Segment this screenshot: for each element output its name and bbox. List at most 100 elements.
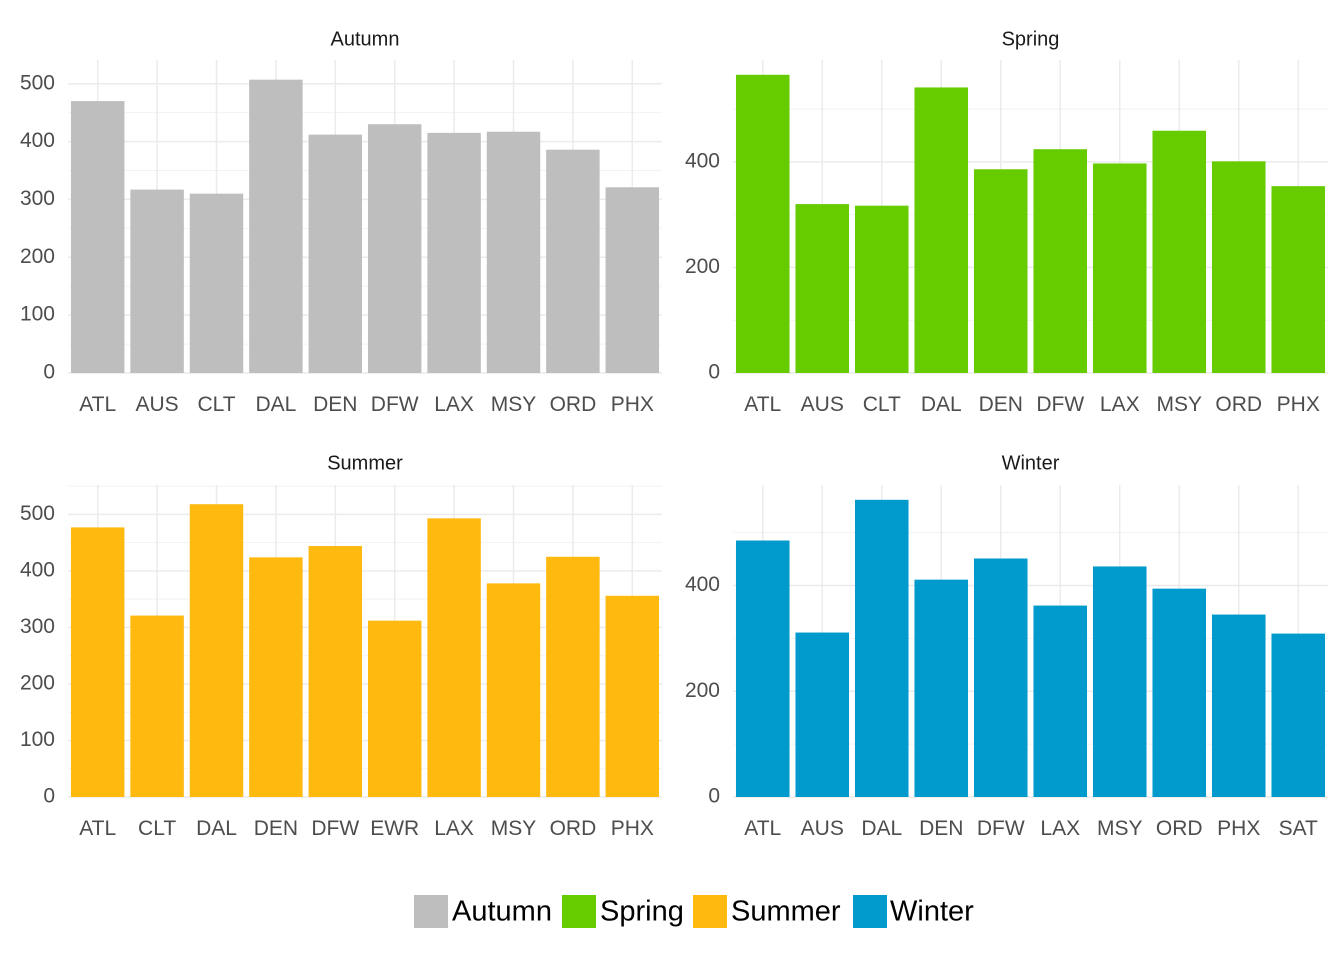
x-tick-label: LAX xyxy=(434,817,474,840)
bar-ord xyxy=(546,556,600,797)
bar-ewr xyxy=(367,620,422,797)
x-tick-label: PHX xyxy=(611,393,654,416)
panel-title: Winter xyxy=(1002,452,1060,474)
x-tick-label: ATL xyxy=(744,817,781,840)
x-tick-label: DAL xyxy=(196,817,237,840)
x-tick-label: DAL xyxy=(255,393,296,416)
x-tick-label: DEN xyxy=(313,393,357,416)
bar-aus xyxy=(795,632,850,797)
y-tick-label: 200 xyxy=(20,672,55,695)
bar-den xyxy=(308,134,363,373)
x-tick-label: AUS xyxy=(801,393,844,416)
y-tick-label: 400 xyxy=(20,129,55,152)
x-tick-label: PHX xyxy=(1277,393,1320,416)
bar-atl xyxy=(70,101,125,373)
bar-lax xyxy=(1092,163,1147,373)
bar-aus xyxy=(795,204,850,373)
y-tick-label: 0 xyxy=(43,361,55,384)
bar-atl xyxy=(70,527,125,797)
x-tick-label: ATL xyxy=(79,817,116,840)
bar-phx xyxy=(1271,186,1326,373)
bar-msy xyxy=(1152,130,1207,373)
bar-lax xyxy=(1033,605,1088,797)
bar-den xyxy=(249,557,303,797)
x-tick-label: SAT xyxy=(1279,817,1318,840)
legend-key-summer xyxy=(693,895,727,928)
bar-lax xyxy=(427,132,481,373)
x-tick-label: DEN xyxy=(979,393,1023,416)
legend-key-autumn xyxy=(414,895,448,928)
y-tick-label: 300 xyxy=(20,615,55,638)
panel-title: Summer xyxy=(327,452,403,474)
x-tick-label: DFW xyxy=(1036,393,1084,416)
panel-title: Autumn xyxy=(331,28,400,50)
x-tick-label: DEN xyxy=(919,817,963,840)
legend-key-spring xyxy=(562,895,596,928)
bar-den xyxy=(973,169,1028,373)
x-tick-label: AUS xyxy=(801,817,844,840)
bar-sat xyxy=(1271,633,1326,797)
bar-lax xyxy=(427,518,481,797)
y-tick-label: 200 xyxy=(20,245,55,268)
panel-2: Summer 0 100 200 300 400 500 ATL CLT DAL DEN DFW EWR… xyxy=(20,452,662,840)
legend-label: Autumn xyxy=(452,896,552,928)
bar-dfw xyxy=(1033,149,1088,373)
y-tick-label: 300 xyxy=(20,187,55,210)
x-tick-label: MSY xyxy=(1156,393,1202,416)
bar-dal xyxy=(854,499,909,797)
bar-phx xyxy=(605,187,660,373)
bar-msy xyxy=(486,583,541,797)
x-tick-label: PHX xyxy=(611,817,654,840)
bar-ord xyxy=(546,149,600,373)
y-tick-label: 0 xyxy=(708,361,720,384)
x-tick-label: AUS xyxy=(136,393,179,416)
x-tick-label: ORD xyxy=(550,817,597,840)
y-tick-label: 200 xyxy=(685,679,720,702)
bar-dal xyxy=(914,87,969,374)
legend-key-winter xyxy=(853,895,887,928)
x-tick-label: ORD xyxy=(550,393,597,416)
bar-msy xyxy=(1092,566,1147,797)
bar-den xyxy=(914,579,969,797)
x-tick-label: EWR xyxy=(370,817,419,840)
y-tick-label: 400 xyxy=(20,558,55,581)
bar-dfw xyxy=(308,546,363,797)
x-tick-label: ATL xyxy=(79,393,116,416)
y-tick-label: 400 xyxy=(685,573,720,596)
x-tick-label: DFW xyxy=(977,817,1025,840)
x-tick-label: PHX xyxy=(1217,817,1260,840)
bar-clt xyxy=(854,205,909,373)
x-tick-label: ORD xyxy=(1156,817,1203,840)
x-tick-label: ATL xyxy=(744,393,781,416)
bar-ord xyxy=(1211,161,1266,373)
x-tick-label: LAX xyxy=(1100,393,1140,416)
x-tick-label: LAX xyxy=(434,393,474,416)
y-tick-label: 0 xyxy=(43,785,55,808)
bar-dal xyxy=(249,79,303,373)
panel-3: Winter 0 200 400 ATL AUS DAL DEN DFW LAX MSY ORD PHX… xyxy=(685,452,1328,840)
legend: Autumn Spring Summer Winter xyxy=(414,895,974,928)
y-tick-label: 100 xyxy=(20,303,55,326)
x-tick-label: ORD xyxy=(1215,393,1262,416)
x-tick-label: DFW xyxy=(371,393,419,416)
bar-ord xyxy=(1152,588,1207,797)
panel-0: Autumn 0 100 200 300 400 500 ATL AUS CLT DAL DEN DFW… xyxy=(20,28,662,416)
bar-clt xyxy=(189,193,244,373)
x-tick-label: DEN xyxy=(254,817,298,840)
bar-dfw xyxy=(367,124,422,373)
x-tick-label: DAL xyxy=(921,393,962,416)
x-tick-label: DFW xyxy=(311,817,359,840)
x-tick-label: CLT xyxy=(138,817,176,840)
y-tick-label: 400 xyxy=(685,149,720,172)
y-tick-label: 200 xyxy=(685,255,720,278)
bar-aus xyxy=(130,189,184,373)
x-tick-label: MSY xyxy=(491,393,537,416)
panel-1: Spring 0 200 400 ATL AUS CLT DAL DEN DFW LAX MSY ORD… xyxy=(685,28,1328,416)
bar-msy xyxy=(486,131,541,373)
legend-label: Summer xyxy=(731,896,841,928)
x-tick-label: CLT xyxy=(863,393,901,416)
y-tick-label: 500 xyxy=(20,71,55,94)
x-tick-label: MSY xyxy=(491,817,537,840)
bar-atl xyxy=(735,74,790,374)
